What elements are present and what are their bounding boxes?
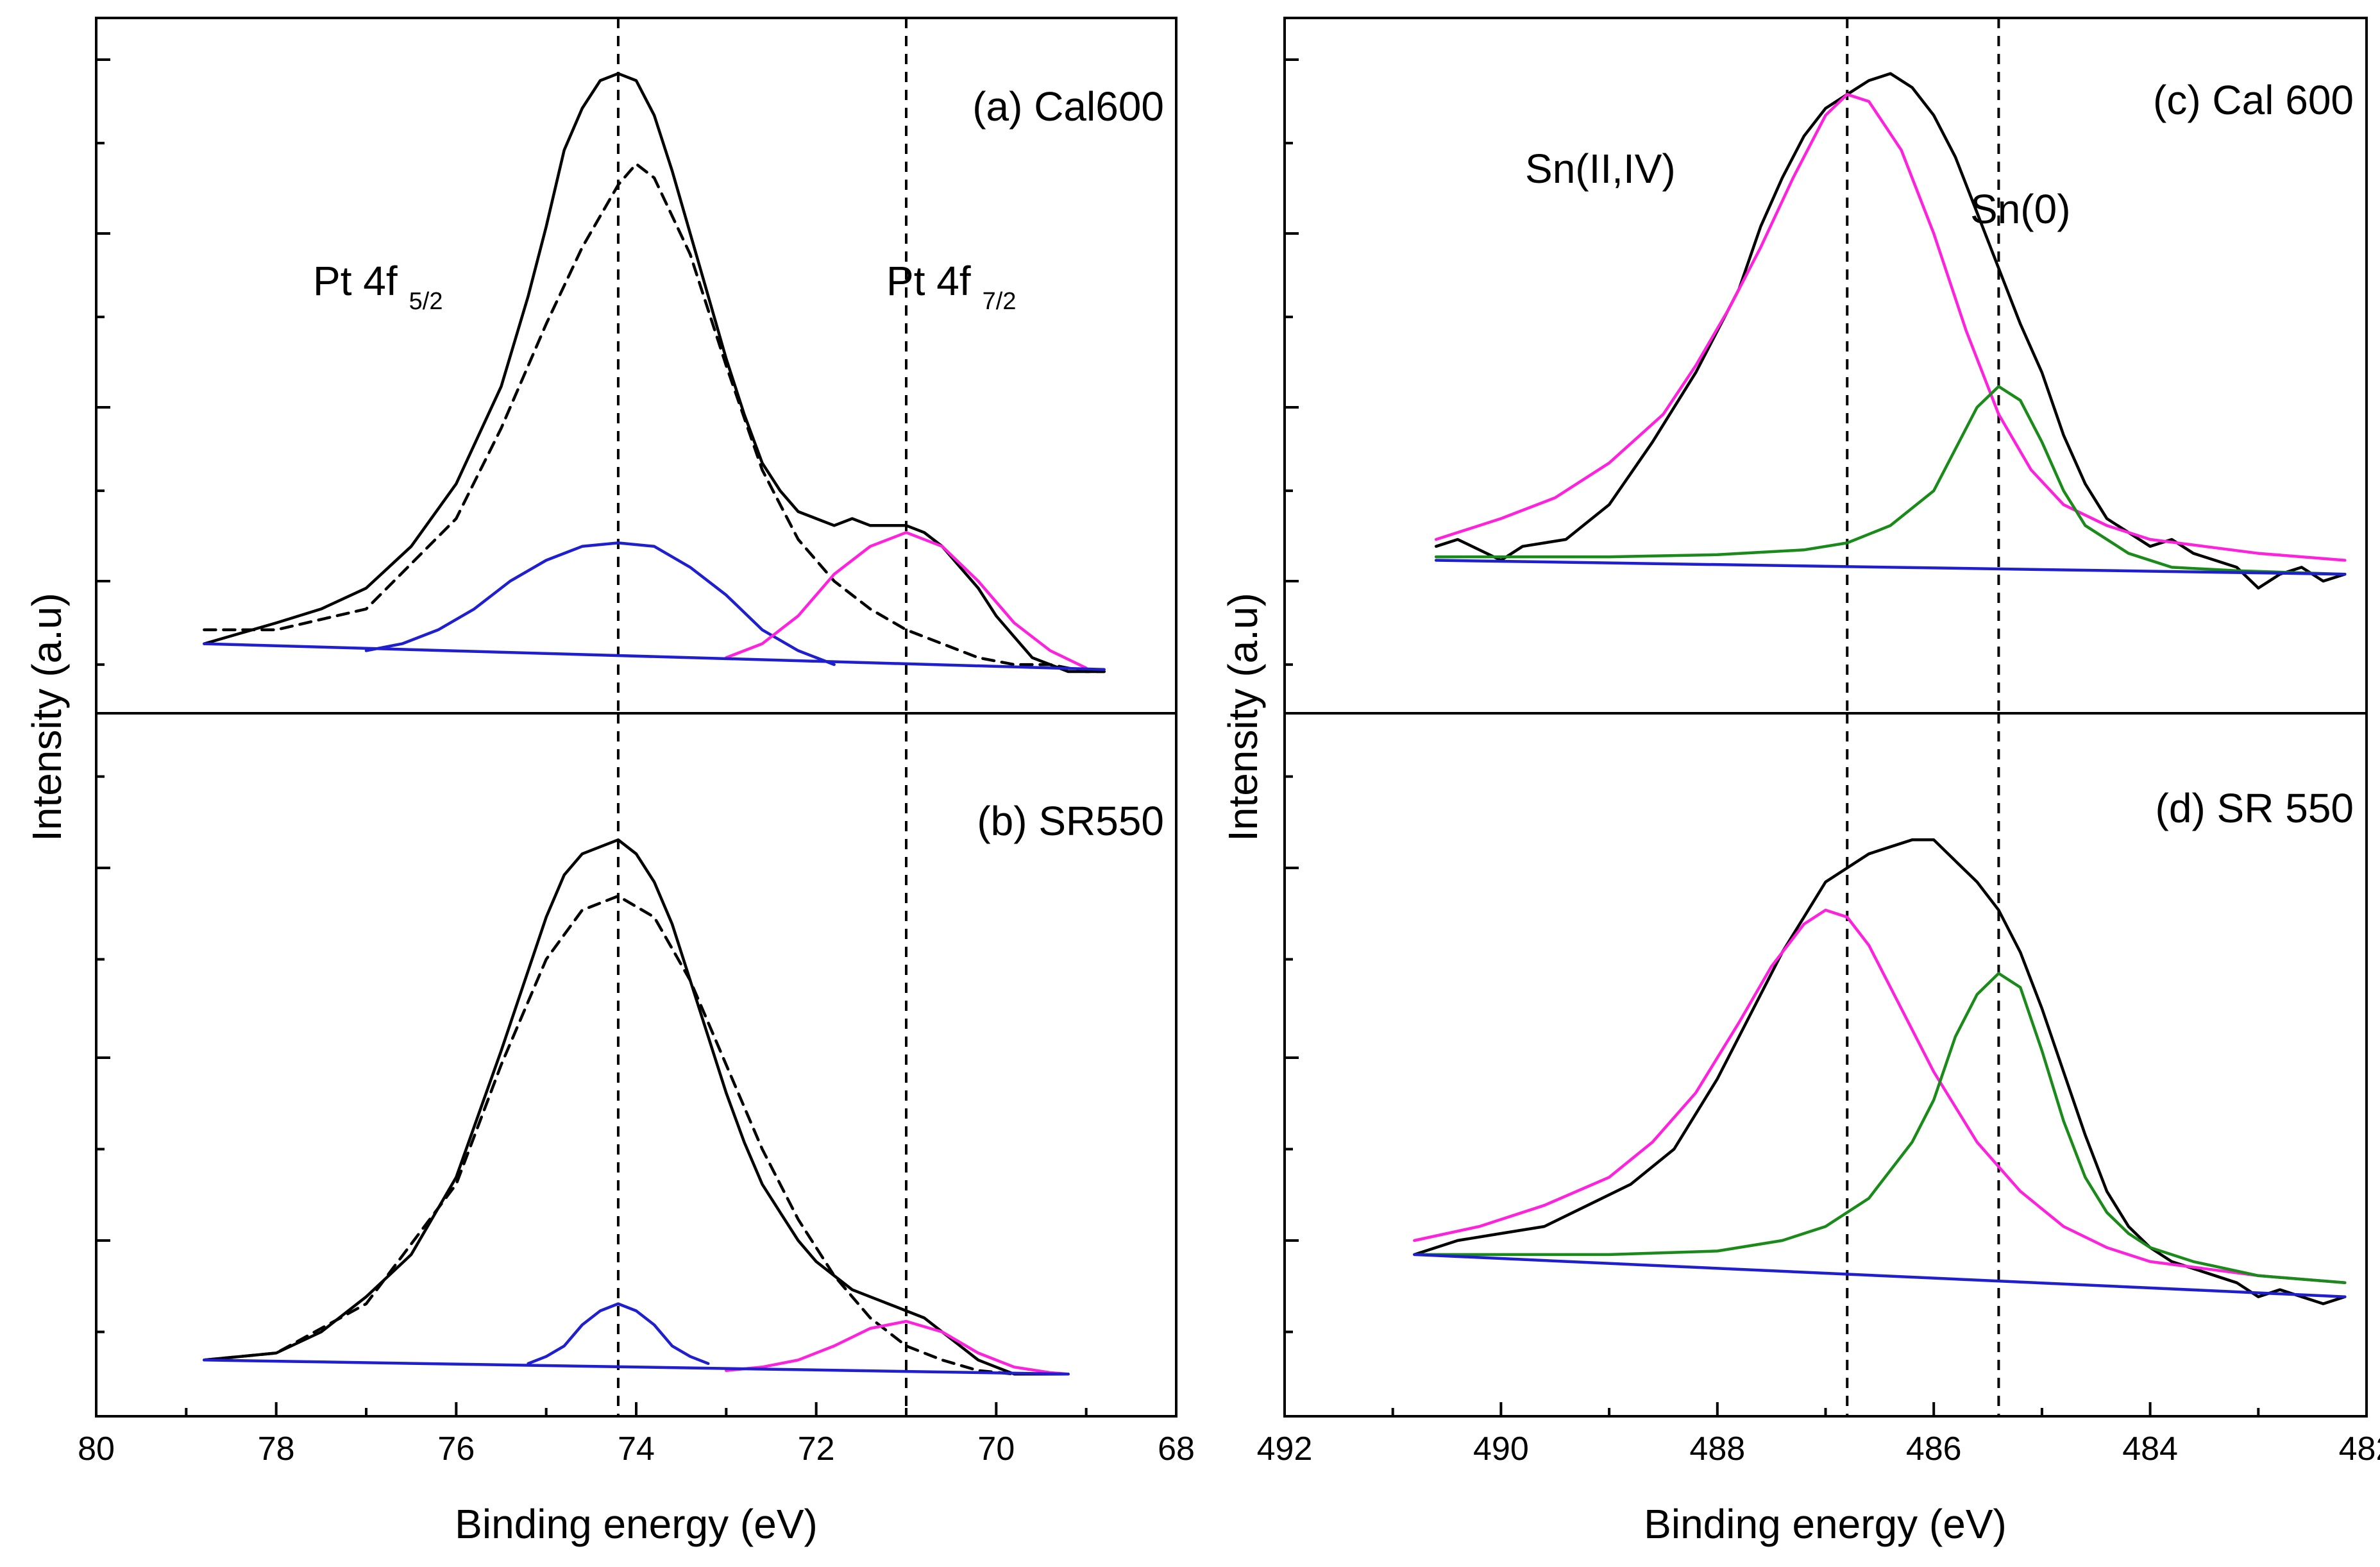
panel-d-plot xyxy=(1413,713,2347,1416)
right-x-tick-label-5: 482 xyxy=(2339,1430,2380,1468)
left-column-ticks xyxy=(95,58,1177,1416)
left-x-tick-label-6: 68 xyxy=(1158,1430,1195,1468)
panel-c-title: (c) Cal 600 xyxy=(2153,77,2354,123)
panel-d-series-experimental xyxy=(1413,838,2347,1305)
pt4f72-label-sub: 7/2 xyxy=(983,288,1017,315)
panel-b-plot xyxy=(203,713,1070,1416)
panel-a-series-experimental xyxy=(203,72,1106,673)
pt4f52-label-sub: 5/2 xyxy=(409,288,443,315)
pt4f52-label-main: Pt 4f xyxy=(313,258,398,304)
panel-a-series-envelope xyxy=(203,162,1106,673)
panel-d-series-background xyxy=(1413,1253,2347,1298)
pt4f72-label: Pt 4f 7/2 xyxy=(886,258,1016,315)
right-x-tick-labels: 492 490 488 486 484 482 xyxy=(1257,1430,2380,1468)
panel-c-series-sn-ii-iv xyxy=(1434,92,2347,562)
panel-d-title: (d) SR 550 xyxy=(2156,785,2354,831)
right-column: 492 490 488 486 484 482 Binding energy (eV) I… xyxy=(1220,17,2380,1547)
panel-a-series-pt-4f-7-2 xyxy=(725,530,1088,670)
pt4f52-label: Pt 4f 5/2 xyxy=(313,258,443,315)
panel-d-series-sn-0 xyxy=(1413,972,2347,1285)
right-x-tick-label-3: 486 xyxy=(1906,1430,1962,1468)
left-x-tick-label-3: 74 xyxy=(618,1430,655,1468)
right-x-tick-label-2: 488 xyxy=(1689,1430,1745,1468)
right-x-tick-label-0: 492 xyxy=(1257,1430,1313,1468)
left-x-tick-label-2: 76 xyxy=(437,1430,475,1468)
panel-a-series-pt-4f-5-2 xyxy=(364,541,836,666)
sn-0-label: Sn(0) xyxy=(1970,186,2071,232)
panel-d-series-sn-ii-iv xyxy=(1413,908,2347,1285)
panel-b-series-experimental xyxy=(203,838,1070,1376)
sn-ii-iv-label: Sn(II,IV) xyxy=(1525,146,1676,192)
left-x-tick-label-5: 70 xyxy=(977,1430,1015,1468)
panel-b-series-pt-4f-7-2 xyxy=(725,1319,1070,1376)
panel-a-series-background xyxy=(203,642,1106,671)
panel-b-series-background xyxy=(203,1359,1070,1376)
panel-c-series-background xyxy=(1434,559,2347,576)
left-x-tick-label-1: 78 xyxy=(258,1430,295,1468)
left-column: 80 78 76 74 72 70 68 Binding energy (eV) Inten… xyxy=(24,17,1195,1547)
panel-a-plot xyxy=(203,18,1106,713)
panel-c-series-experimental xyxy=(1434,72,2347,590)
right-x-tick-label-1: 490 xyxy=(1473,1430,1529,1468)
pt4f72-label-main: Pt 4f xyxy=(886,258,971,304)
left-x-axis-label: Binding energy (eV) xyxy=(455,1501,818,1547)
panel-b-series-pt-4f-5-2 xyxy=(527,1302,710,1366)
left-x-tick-label-4: 72 xyxy=(798,1430,835,1468)
right-x-tick-label-4: 484 xyxy=(2122,1430,2178,1468)
panel-a-title: (a) Cal600 xyxy=(972,83,1164,130)
left-x-tick-labels: 80 78 76 74 72 70 68 xyxy=(78,1430,1195,1468)
panel-c-plot xyxy=(1434,18,2347,713)
panel-b-title: (b) SR550 xyxy=(977,798,1164,844)
panel-c-series-sn-0 xyxy=(1434,385,2347,576)
left-y-axis-label: Intensity (a.u) xyxy=(24,593,70,842)
right-x-axis-label: Binding energy (eV) xyxy=(1644,1501,2007,1547)
right-column-ticks xyxy=(1283,58,2368,1416)
panel-b-series-envelope xyxy=(203,894,1070,1376)
left-x-tick-label-0: 80 xyxy=(78,1430,115,1468)
right-y-axis-label: Intensity (a.u) xyxy=(1220,593,1266,842)
